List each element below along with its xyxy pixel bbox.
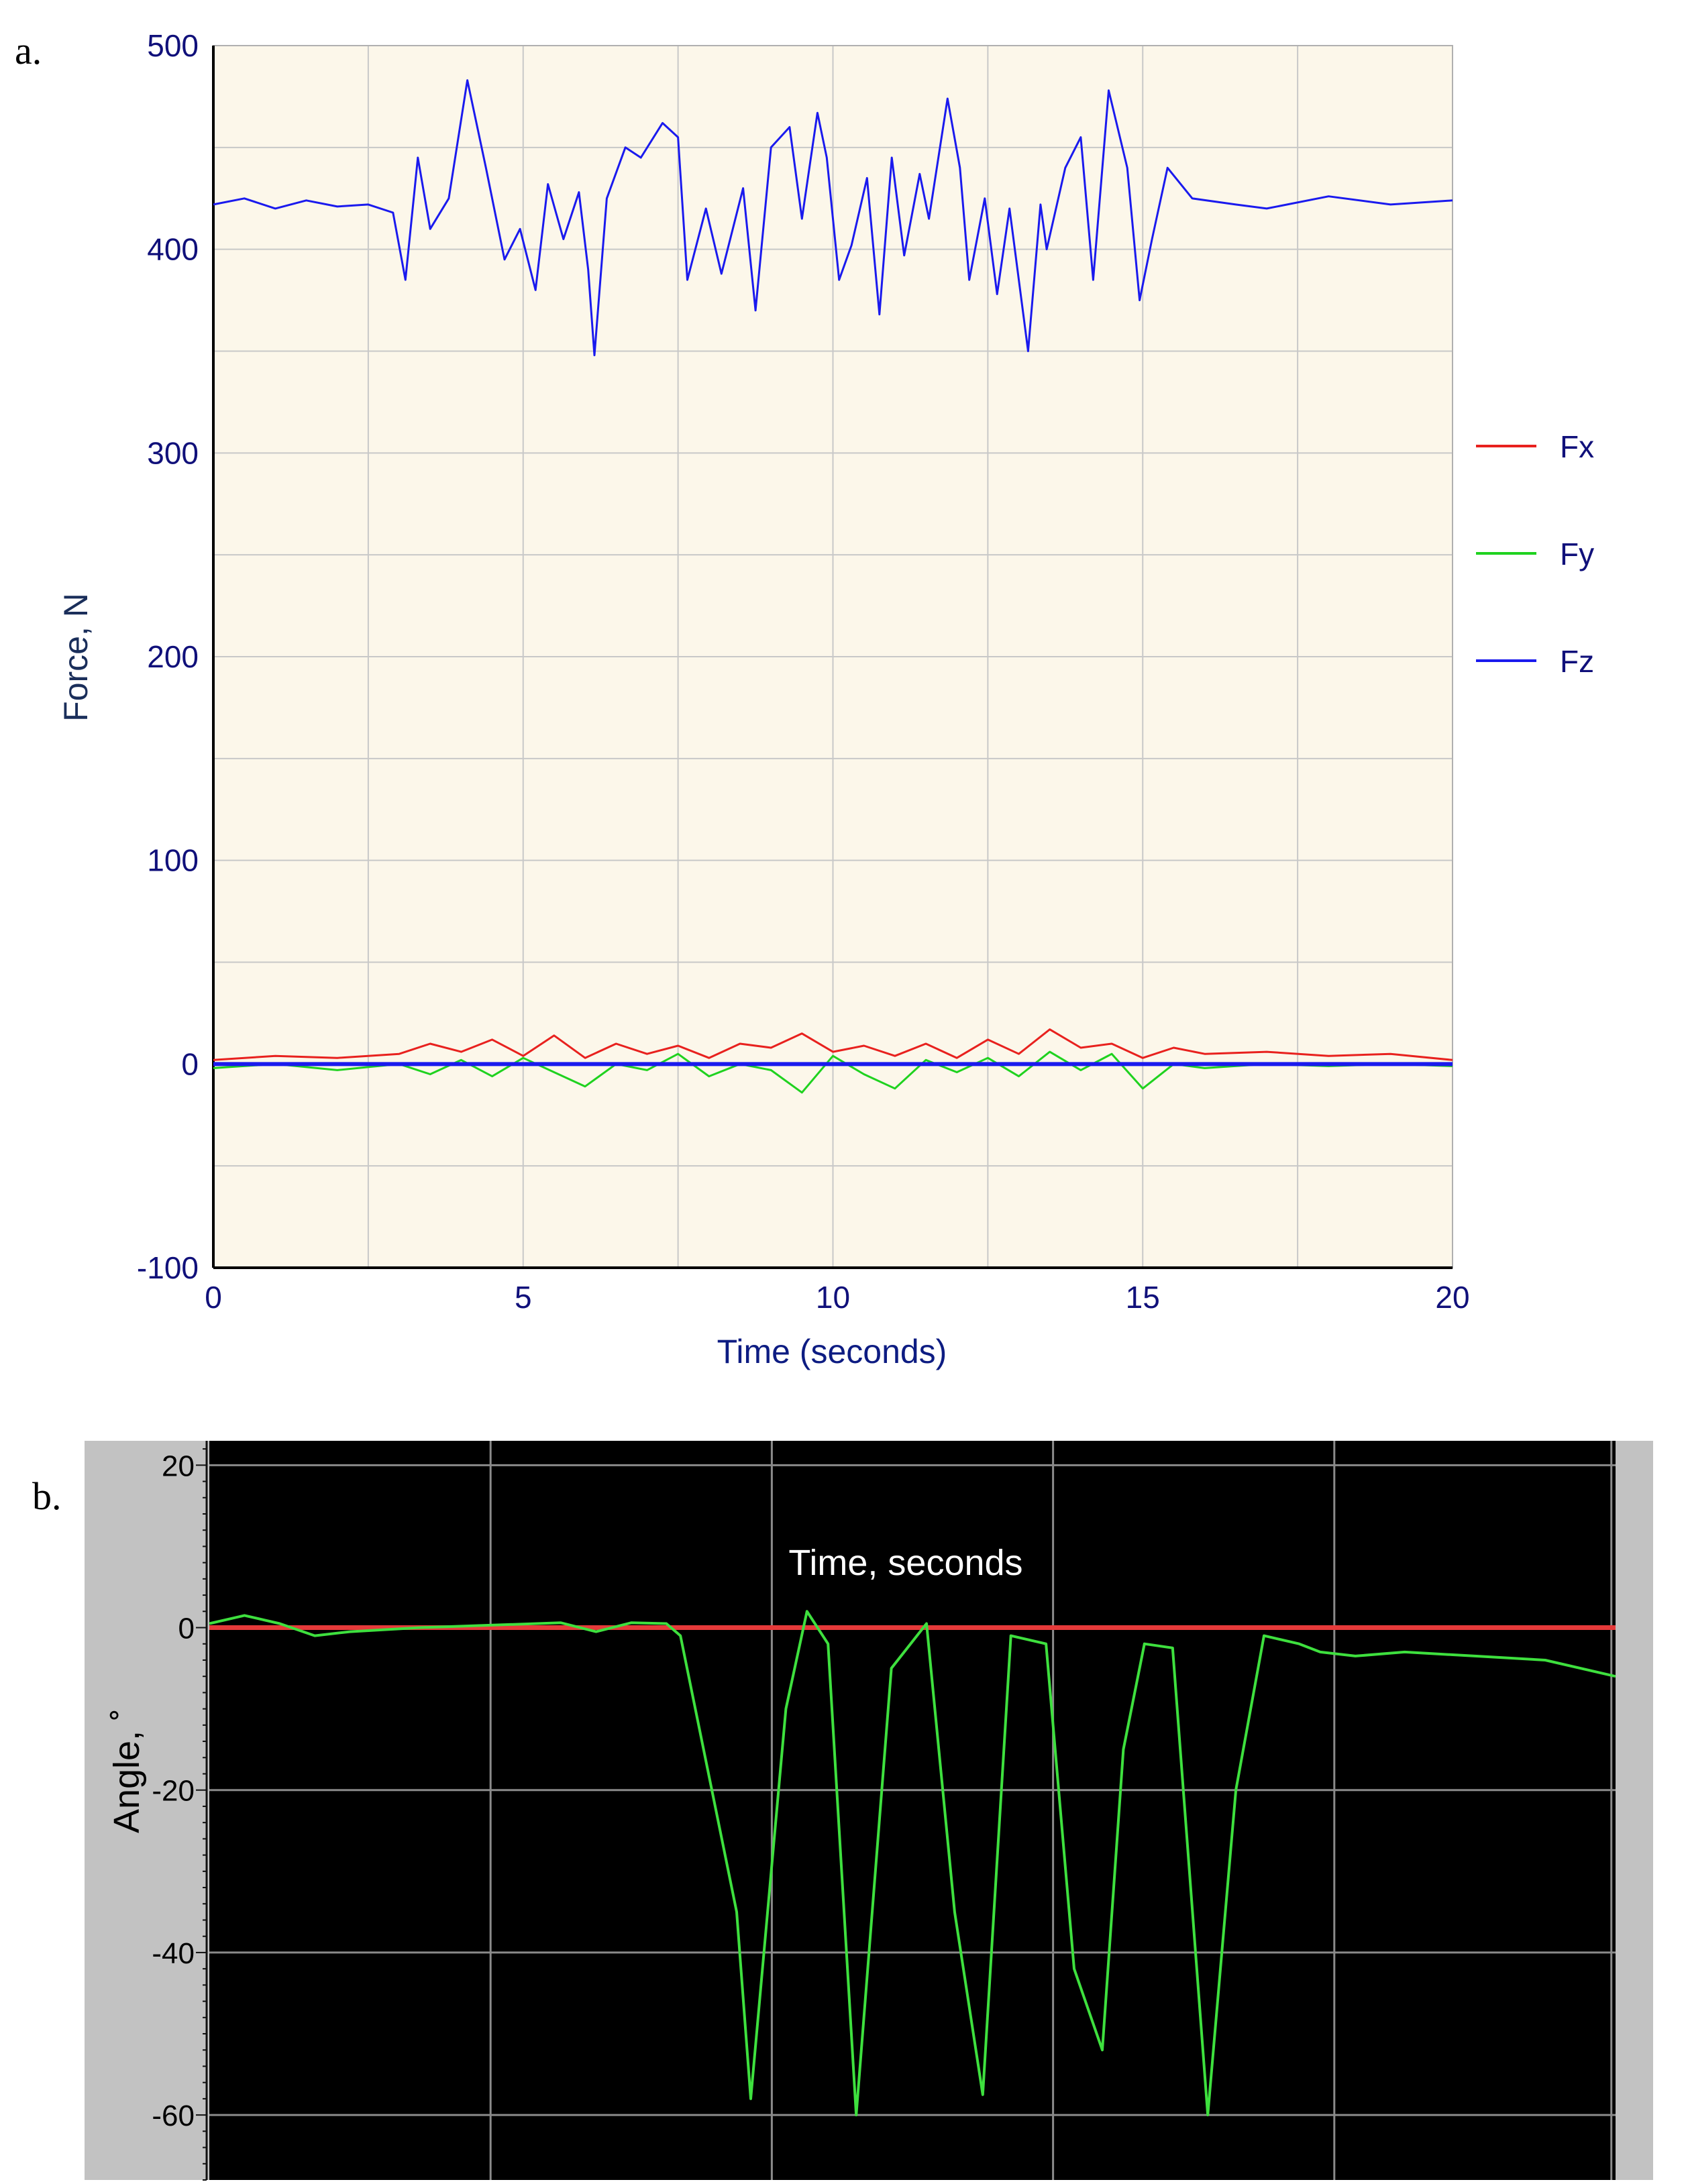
y-tick-label: 200 <box>147 639 199 674</box>
y-tick-label: 20 <box>162 1450 195 1482</box>
y-tick-label: -60 <box>152 2099 195 2132</box>
series-fy-line <box>213 1050 1453 1094</box>
legend-label: Fx <box>1560 429 1594 464</box>
x-tick-label: 15 <box>1126 1280 1160 1315</box>
y-tick-label: 400 <box>147 232 199 267</box>
angle-grid <box>209 1441 1616 2180</box>
y-tick-label: 300 <box>147 435 199 470</box>
y-tick-label: 500 <box>147 28 199 63</box>
angle-chart-title: Time, seconds <box>788 1543 1022 1583</box>
angle-chart: b. 20 0 -20 -40 -60 Time, seconds Angle, ˚ <box>32 1441 1653 2181</box>
y-tick-label: -20 <box>152 1775 195 1808</box>
angle-plot-area <box>209 1441 1616 2180</box>
panel-label-a: a. <box>15 29 42 72</box>
legend-label: Fz <box>1560 644 1594 679</box>
legend-label: Fy <box>1560 537 1594 571</box>
y-tick-label: 0 <box>181 1046 199 1081</box>
angle-line <box>209 1610 1616 2117</box>
force-y-axis-title: Force, N <box>57 593 95 722</box>
angle-series <box>209 1610 1616 2117</box>
angle-y-axis-title: Angle, ˚ <box>107 1708 147 1833</box>
x-tick-label: 20 <box>1435 1280 1469 1315</box>
series-fz-line <box>213 79 1453 357</box>
force-series <box>213 79 1453 1094</box>
force-legend: Fx Fy Fz <box>1476 429 1594 679</box>
panel-label-b: b. <box>32 1474 62 1518</box>
x-tick-label: 5 <box>515 1280 532 1315</box>
angle-axis: 20 0 -20 -40 -60 <box>152 1441 208 2181</box>
y-tick-label: 0 <box>178 1613 195 1645</box>
y-tick-label: -40 <box>152 1937 195 1970</box>
y-tick-label: -100 <box>137 1250 199 1285</box>
series-fx-line <box>213 1028 1453 1061</box>
x-tick-label: 10 <box>816 1280 850 1315</box>
y-tick-label: 100 <box>147 843 199 878</box>
force-x-axis-title: Time (seconds) <box>717 1333 947 1370</box>
x-tick-label: 0 <box>205 1280 222 1315</box>
